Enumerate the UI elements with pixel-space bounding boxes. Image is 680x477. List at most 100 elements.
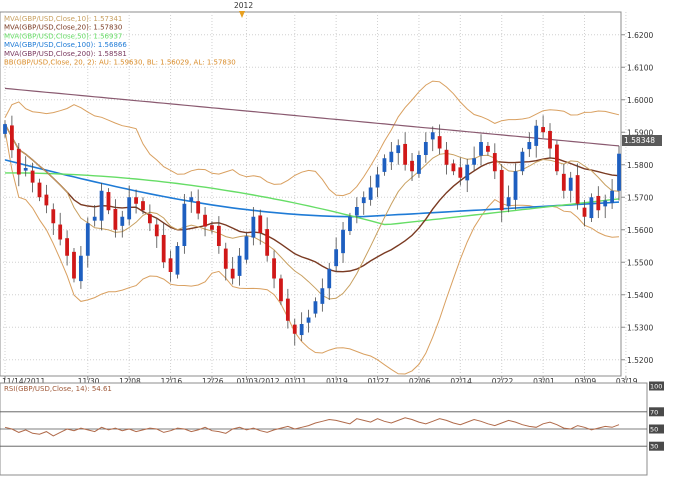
- candle: [251, 207, 256, 246]
- candle-body: [617, 153, 621, 191]
- candle-body: [486, 145, 490, 152]
- candle: [479, 134, 483, 166]
- candle: [472, 146, 477, 171]
- candle-body: [306, 317, 311, 323]
- candle-body: [527, 142, 532, 150]
- candle: [382, 154, 387, 176]
- candle: [486, 142, 490, 156]
- candle: [141, 197, 145, 215]
- candle: [334, 237, 339, 272]
- candle-body: [575, 175, 580, 204]
- year-marker: 2012: [234, 1, 253, 10]
- candle-body: [182, 203, 187, 246]
- candle-body: [596, 195, 601, 211]
- y-tick-label: 1.5300: [627, 323, 653, 332]
- y-tick-label: 1.6000: [627, 96, 653, 105]
- candle-body: [389, 151, 394, 163]
- mva-100-line: [4, 159, 620, 218]
- candle-body: [610, 190, 614, 204]
- candle: [85, 217, 90, 268]
- candle-body: [520, 151, 525, 172]
- candle: [3, 120, 7, 138]
- candle-body: [210, 225, 214, 230]
- candle: [534, 119, 539, 158]
- candle-body: [196, 201, 201, 214]
- candle-body: [258, 215, 263, 233]
- rsi-tick-tag: [649, 381, 664, 391]
- candle-body: [492, 153, 497, 172]
- candle: [258, 209, 263, 245]
- y-tick-label: 1.5700: [627, 193, 653, 202]
- candle-body: [341, 229, 345, 254]
- x-tick-label: 11/14/2011: [2, 377, 45, 386]
- candle: [30, 162, 35, 193]
- x-tick-label: 02/06: [409, 377, 431, 386]
- candle-body: [161, 234, 166, 263]
- candle-body: [216, 225, 221, 246]
- candle: [230, 257, 235, 285]
- x-tick-label: 12/16: [161, 377, 183, 386]
- candle-body: [548, 130, 552, 149]
- candle-body: [299, 324, 304, 336]
- rsi-tick-label: 50: [650, 426, 658, 434]
- candle: [147, 204, 152, 232]
- candle: [375, 166, 380, 198]
- candle-body: [203, 214, 207, 227]
- candle-body: [175, 246, 180, 275]
- candle: [610, 179, 614, 209]
- x-tick-label: 12/08: [119, 377, 141, 386]
- mva-200-line: [4, 87, 620, 147]
- y-tick-label: 1.5800: [627, 161, 653, 170]
- candle: [279, 274, 283, 306]
- candle-body: [513, 171, 518, 200]
- candle: [285, 288, 290, 329]
- candle-body: [534, 125, 539, 146]
- candle-body: [3, 124, 7, 134]
- x-tick-label: 01/19: [326, 377, 348, 386]
- candle-body: [99, 190, 104, 221]
- candle: [237, 247, 242, 286]
- candle: [299, 312, 304, 341]
- candle: [561, 164, 566, 199]
- candle-body: [327, 268, 332, 289]
- candle-body: [92, 216, 97, 221]
- candle-body: [223, 248, 228, 269]
- candle: [58, 212, 63, 246]
- candle: [361, 191, 366, 215]
- last-price-tag: [622, 135, 662, 146]
- candle: [65, 230, 69, 266]
- candle: [154, 218, 159, 248]
- candle-body: [85, 223, 90, 256]
- rsi-tick-tag: [649, 424, 664, 434]
- candle: [78, 246, 83, 289]
- candle: [134, 189, 138, 214]
- candle-body: [458, 167, 463, 178]
- candle: [596, 186, 601, 219]
- candle-body: [106, 192, 111, 211]
- candle-body: [58, 224, 63, 240]
- main-grid: [0, 12, 627, 376]
- legend-entry: MVA(GBP/USD,Close,100): 1.56866: [4, 41, 127, 49]
- candle-body: [348, 216, 352, 232]
- candle: [568, 171, 573, 203]
- candle: [575, 163, 580, 210]
- legend-entry: MVA(GBP/USD,Close,20): 1.57830: [4, 24, 122, 32]
- x-tick-label: 01/27: [368, 377, 390, 386]
- candle: [520, 147, 525, 176]
- candle: [451, 159, 456, 176]
- mva-50-line: [5, 172, 620, 226]
- candle-body: [423, 142, 428, 155]
- candle-body: [465, 164, 470, 181]
- date-axis: 11/14/2011 11/30 12/08 12/16 12/26 01/03/2012…: [2, 376, 638, 386]
- candle: [603, 194, 608, 219]
- candle-body: [292, 324, 297, 334]
- x-tick-label: 01/03/2012: [236, 377, 279, 386]
- candle-body: [375, 174, 380, 188]
- candle: [182, 194, 187, 254]
- candle: [175, 242, 180, 279]
- candle: [348, 212, 352, 235]
- candle: [389, 142, 394, 170]
- candle: [492, 143, 497, 180]
- candlesticks: [3, 115, 621, 346]
- candle-body: [189, 197, 194, 202]
